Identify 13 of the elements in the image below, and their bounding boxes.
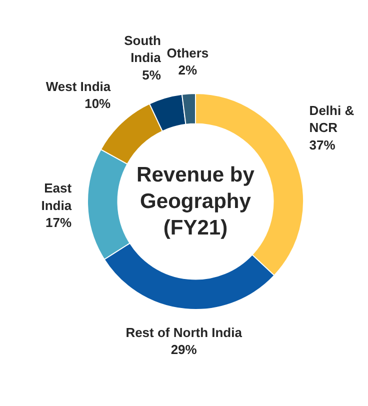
data-label: 5%: [142, 67, 162, 82]
data-label: 2%: [178, 62, 198, 78]
slice-label: Others: [166, 45, 209, 60]
data-label: 10%: [84, 96, 112, 112]
slice-label: Delhi & NCR: [309, 102, 354, 136]
data-label: 37%: [309, 137, 336, 152]
slice-label: South India: [124, 32, 162, 66]
slice-label: East India: [41, 180, 72, 213]
slice-label: Rest of North India: [126, 324, 243, 340]
data-label: 17%: [46, 215, 72, 230]
slice-label: West India: [46, 78, 112, 94]
text: Revenue by Geography (FY21): [136, 164, 255, 240]
data-label: 29%: [170, 342, 198, 358]
